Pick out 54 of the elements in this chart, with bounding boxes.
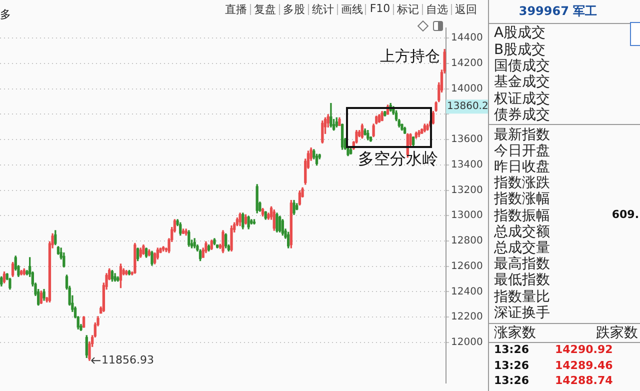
- text: 国债成交: [494, 57, 550, 74]
- text: 权证成交: [494, 90, 550, 107]
- text: 最低指数: [494, 271, 550, 289]
- text: 复盘: [253, 2, 277, 17]
- text: 13:26: [494, 358, 530, 372]
- y-tick-label: 13400: [451, 160, 483, 171]
- y-tick-label: 13600: [451, 134, 483, 146]
- text: 基金成交: [494, 73, 550, 91]
- text: 指数涨跌: [494, 174, 550, 192]
- y-tick-label: 13000: [451, 210, 483, 222]
- text: 返回: [454, 2, 478, 17]
- y-tick-label: 14000: [451, 83, 483, 94]
- text: B股成交: [494, 41, 546, 58]
- text: 最高指数: [494, 255, 550, 272]
- y-tick-label: 14200: [451, 58, 483, 70]
- y-tick-label: 14400: [451, 32, 483, 44]
- text: 统计: [311, 2, 335, 17]
- annotation: 上方持仓: [380, 47, 440, 66]
- text: 多: [0, 7, 11, 22]
- y-tick-label: 12000: [451, 337, 483, 348]
- text: 跌家数: [596, 324, 638, 342]
- text: 债券成交: [494, 106, 550, 124]
- text: 直播: [224, 2, 248, 17]
- text: 13:26: [494, 343, 530, 356]
- annotation: 13860.2: [447, 101, 488, 112]
- text: 昨日收盘: [494, 158, 550, 176]
- text: 标记: [396, 2, 420, 17]
- text: 指数涨幅: [494, 190, 550, 208]
- text: 画线: [340, 2, 364, 17]
- text: 总成交额: [494, 223, 550, 240]
- y-tick-label: 12800: [451, 236, 483, 247]
- text: 今日开盘: [494, 142, 550, 160]
- text: 深证换手: [494, 304, 550, 322]
- text: 指数振幅: [494, 207, 550, 224]
- text: 399967 军工: [518, 3, 598, 20]
- text: F10: [368, 2, 392, 15]
- y-tick-label: 13200: [451, 184, 483, 196]
- text: 14289.46: [555, 358, 613, 372]
- text: 多股: [282, 2, 306, 17]
- y-tick-label: 12400: [451, 286, 483, 298]
- annotation: 多空分水岭: [358, 149, 438, 170]
- text: 609.: [612, 208, 639, 221]
- annotation: 11856.93: [101, 353, 154, 366]
- y-tick-label: 12600: [451, 260, 483, 272]
- text: 最新指数: [494, 126, 550, 144]
- text: 总成交量: [494, 239, 550, 256]
- text: 14290.92: [555, 343, 613, 356]
- text: A股成交: [494, 24, 546, 42]
- text: 指数量比: [494, 288, 550, 305]
- text: 13:26: [494, 374, 530, 387]
- text: 14288.74: [555, 374, 613, 387]
- text: 涨家数: [494, 324, 536, 342]
- text: 自选: [425, 2, 449, 17]
- y-tick-label: 12200: [451, 312, 483, 323]
